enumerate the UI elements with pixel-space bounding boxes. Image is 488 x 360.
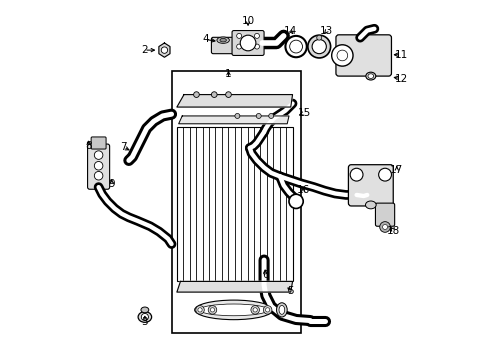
Text: 14: 14 (284, 26, 297, 36)
Ellipse shape (199, 304, 268, 316)
Circle shape (94, 171, 102, 180)
Circle shape (285, 36, 306, 57)
Circle shape (234, 113, 240, 118)
Ellipse shape (141, 307, 148, 313)
Circle shape (311, 40, 325, 54)
Ellipse shape (194, 300, 272, 320)
Text: 7: 7 (120, 142, 126, 152)
Circle shape (161, 47, 167, 53)
Circle shape (289, 40, 302, 53)
Circle shape (225, 92, 231, 98)
Circle shape (265, 308, 269, 312)
Circle shape (316, 35, 321, 40)
Circle shape (211, 92, 217, 98)
Circle shape (307, 35, 330, 58)
FancyBboxPatch shape (375, 203, 394, 226)
FancyBboxPatch shape (347, 165, 392, 206)
Polygon shape (178, 116, 288, 124)
Text: 1: 1 (224, 69, 231, 79)
Circle shape (236, 44, 241, 49)
Polygon shape (177, 95, 292, 107)
Circle shape (382, 225, 387, 229)
Text: 5: 5 (287, 286, 293, 296)
Circle shape (254, 33, 259, 39)
Circle shape (240, 35, 255, 51)
Text: 4: 4 (202, 35, 208, 44)
Circle shape (210, 308, 214, 312)
Circle shape (193, 92, 199, 98)
Circle shape (198, 308, 202, 312)
Circle shape (349, 168, 362, 181)
Ellipse shape (138, 312, 151, 322)
Text: 3: 3 (141, 317, 148, 327)
Bar (177, 127, 292, 282)
Circle shape (141, 314, 148, 320)
Text: 13: 13 (319, 26, 332, 36)
Ellipse shape (279, 305, 284, 314)
FancyBboxPatch shape (232, 31, 264, 55)
Circle shape (254, 44, 259, 49)
Circle shape (208, 306, 216, 314)
FancyBboxPatch shape (87, 144, 109, 189)
Circle shape (336, 50, 347, 61)
Circle shape (378, 168, 391, 181)
Text: 2: 2 (141, 45, 147, 55)
Polygon shape (177, 282, 292, 292)
Circle shape (236, 33, 241, 39)
Circle shape (263, 306, 271, 314)
Ellipse shape (365, 201, 375, 209)
Circle shape (288, 194, 303, 208)
FancyBboxPatch shape (211, 37, 234, 54)
Text: 16: 16 (296, 185, 309, 195)
Text: 10: 10 (241, 15, 254, 26)
Text: 18: 18 (386, 225, 399, 235)
Circle shape (252, 308, 257, 312)
Text: 12: 12 (394, 73, 407, 84)
Text: 17: 17 (389, 165, 403, 175)
Circle shape (256, 113, 261, 118)
Bar (171, 72, 301, 333)
Circle shape (94, 162, 102, 170)
Polygon shape (159, 43, 170, 57)
Ellipse shape (220, 39, 226, 42)
Ellipse shape (365, 72, 375, 80)
Ellipse shape (367, 74, 373, 78)
Circle shape (94, 151, 102, 159)
Ellipse shape (276, 303, 286, 317)
Circle shape (195, 306, 204, 314)
Circle shape (268, 113, 273, 118)
FancyBboxPatch shape (335, 35, 391, 76)
FancyBboxPatch shape (91, 137, 106, 149)
Circle shape (331, 45, 352, 66)
Text: 11: 11 (394, 50, 407, 60)
Text: 9: 9 (108, 179, 115, 189)
Circle shape (250, 306, 259, 314)
Text: 6: 6 (261, 270, 268, 280)
Ellipse shape (217, 37, 229, 43)
Circle shape (379, 222, 389, 232)
Text: 15: 15 (297, 108, 310, 118)
Text: 8: 8 (85, 141, 92, 151)
